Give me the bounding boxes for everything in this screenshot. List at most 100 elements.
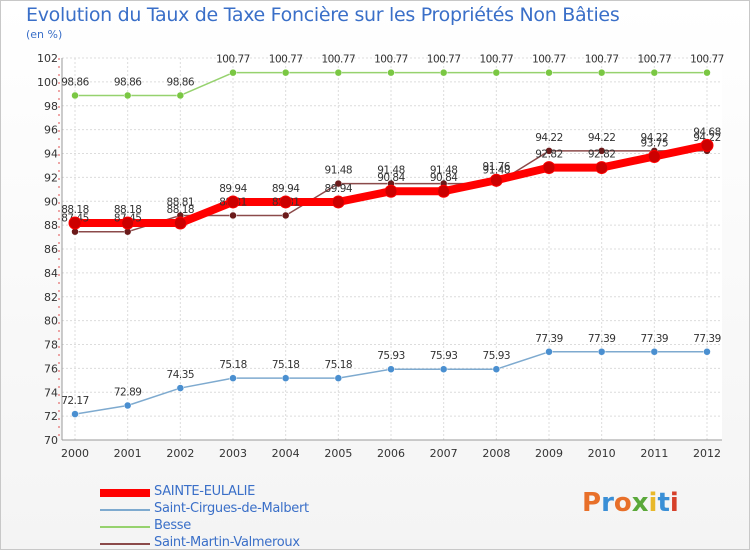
data-point-saint-cirgues-de-malbert	[650, 348, 659, 356]
data-point-besse	[439, 68, 448, 77]
chart-subtitle: (en %)	[26, 28, 63, 41]
data-point-saint-cirgues-de-malbert	[229, 374, 237, 382]
data-label-besse: 98.86	[167, 76, 195, 88]
legend-swatch	[100, 526, 150, 528]
legend-swatch	[100, 489, 150, 497]
data-label-saint-cirgues-de-malbert: 77.39	[588, 333, 616, 345]
data-label-saint-cirgues-de-malbert: 77.39	[693, 333, 721, 345]
data-point-besse	[703, 68, 711, 77]
data-point-saint-cirgues-de-malbert	[492, 365, 501, 373]
data-label-saint-martin-valmeroux: 91.48	[377, 165, 405, 177]
data-point-besse	[229, 68, 237, 77]
data-point-sainte-eulalie	[68, 216, 82, 230]
data-label-saint-cirgues-de-malbert: 75.93	[430, 350, 458, 362]
data-label-besse: 100.77	[585, 54, 619, 66]
data-point-saint-cirgues-de-malbert	[387, 365, 395, 373]
data-label-saint-cirgues-de-malbert: 77.39	[641, 333, 669, 345]
data-label-besse: 100.77	[216, 54, 250, 66]
data-point-besse	[71, 91, 79, 100]
data-point-saint-cirgues-de-malbert	[176, 384, 185, 392]
data-point-sainte-eulalie	[647, 149, 661, 163]
y-tick-label: 84	[44, 267, 58, 280]
data-point-besse	[334, 68, 343, 77]
data-point-besse	[387, 68, 395, 77]
data-point-saint-martin-valmeroux	[281, 211, 290, 220]
y-tick-label: 78	[44, 339, 58, 352]
data-label-sainte-eulalie: 92.82	[588, 149, 616, 161]
data-label-besse: 100.77	[637, 54, 671, 66]
line-chart: 70 72 74 76 78 80 82 84 86 88 90 92 94 96 98 100 102 2000…	[37, 52, 724, 460]
data-point-saint-cirgues-de-malbert	[334, 374, 343, 382]
data-label-besse: 100.77	[532, 54, 566, 66]
data-point-saint-martin-valmeroux	[229, 211, 237, 220]
data-label-saint-martin-valmeroux: 94.22	[693, 132, 721, 144]
y-tick-label: 88	[44, 219, 58, 232]
x-tick-label: 2000	[61, 447, 89, 460]
data-label-besse: 98.86	[114, 76, 142, 88]
data-label-sainte-eulalie: 88.18	[114, 204, 142, 216]
data-point-saint-cirgues-de-malbert	[71, 410, 79, 418]
data-label-saint-cirgues-de-malbert: 72.89	[114, 387, 142, 399]
data-point-sainte-eulalie	[384, 184, 398, 198]
y-tick-label: 80	[44, 315, 58, 328]
data-label-besse: 100.77	[690, 54, 724, 66]
data-point-besse	[492, 68, 501, 77]
y-tick-label: 72	[44, 410, 58, 423]
data-label-saint-cirgues-de-malbert: 75.93	[377, 350, 405, 362]
data-label-sainte-eulalie: 94.68	[693, 126, 721, 138]
data-label-sainte-eulalie: 89.94	[325, 183, 353, 195]
data-point-saint-cirgues-de-malbert	[597, 348, 606, 356]
legend-swatch	[100, 509, 150, 511]
data-label-sainte-eulalie: 88.18	[61, 204, 89, 216]
data-label-sainte-eulalie: 92.82	[535, 149, 563, 161]
data-point-sainte-eulalie	[279, 195, 293, 209]
legend-label: Saint-Cirgues-de-Malbert	[154, 501, 309, 516]
data-label-sainte-eulalie: 89.94	[219, 183, 247, 195]
y-tick-label: 86	[44, 243, 58, 256]
data-point-saint-cirgues-de-malbert	[281, 374, 290, 382]
data-label-saint-cirgues-de-malbert: 77.39	[535, 333, 563, 345]
x-tick-label: 2008	[482, 447, 510, 460]
data-point-sainte-eulalie	[489, 173, 503, 187]
data-point-sainte-eulalie	[595, 161, 609, 175]
y-tick-label: 98	[44, 100, 58, 113]
y-tick-label: 70	[44, 434, 58, 447]
data-point-saint-cirgues-de-malbert	[123, 401, 132, 410]
data-point-sainte-eulalie	[331, 195, 345, 209]
data-label-sainte-eulalie: 89.94	[272, 183, 300, 195]
x-tick-label: 2005	[324, 447, 352, 460]
legend-label: Besse	[154, 518, 191, 533]
data-label-besse: 100.77	[427, 54, 461, 66]
proxiti-logo: Proxiti	[582, 488, 679, 518]
data-point-besse	[545, 68, 553, 77]
data-point-besse	[650, 68, 659, 77]
data-label-saint-martin-valmeroux: 94.22	[641, 132, 669, 144]
x-tick-label: 2003	[219, 447, 247, 460]
y-tick-label: 82	[44, 291, 58, 304]
data-point-saint-cirgues-de-malbert	[545, 348, 553, 356]
data-label-saint-cirgues-de-malbert: 75.93	[483, 350, 511, 362]
x-tick-label: 2001	[114, 447, 142, 460]
data-label-saint-martin-valmeroux: 91.48	[430, 165, 458, 177]
data-point-saint-martin-valmeroux	[545, 147, 553, 155]
data-point-saint-cirgues-de-malbert	[439, 365, 448, 373]
data-point-sainte-eulalie	[173, 216, 187, 230]
data-point-saint-martin-valmeroux	[334, 179, 343, 188]
data-point-sainte-eulalie	[542, 161, 556, 175]
y-tick-label: 102	[37, 52, 58, 65]
data-label-besse: 100.77	[374, 54, 408, 66]
x-tick-label: 2010	[588, 447, 616, 460]
data-point-sainte-eulalie	[437, 184, 451, 198]
data-label-saint-martin-valmeroux: 94.22	[535, 132, 563, 144]
y-tick-label: 90	[44, 195, 58, 208]
data-label-saint-cirgues-de-malbert: 75.18	[219, 359, 247, 371]
y-tick-label: 74	[44, 386, 58, 399]
data-label-saint-martin-valmeroux: 88.81	[167, 196, 195, 208]
y-tick-label: 96	[44, 124, 58, 137]
legend-swatch	[100, 543, 150, 545]
data-label-sainte-eulalie: 93.75	[641, 137, 669, 149]
x-tick-label: 2006	[377, 447, 405, 460]
data-point-besse	[281, 68, 290, 77]
data-label-saint-cirgues-de-malbert: 75.18	[272, 359, 300, 371]
data-point-saint-cirgues-de-malbert	[703, 348, 711, 356]
